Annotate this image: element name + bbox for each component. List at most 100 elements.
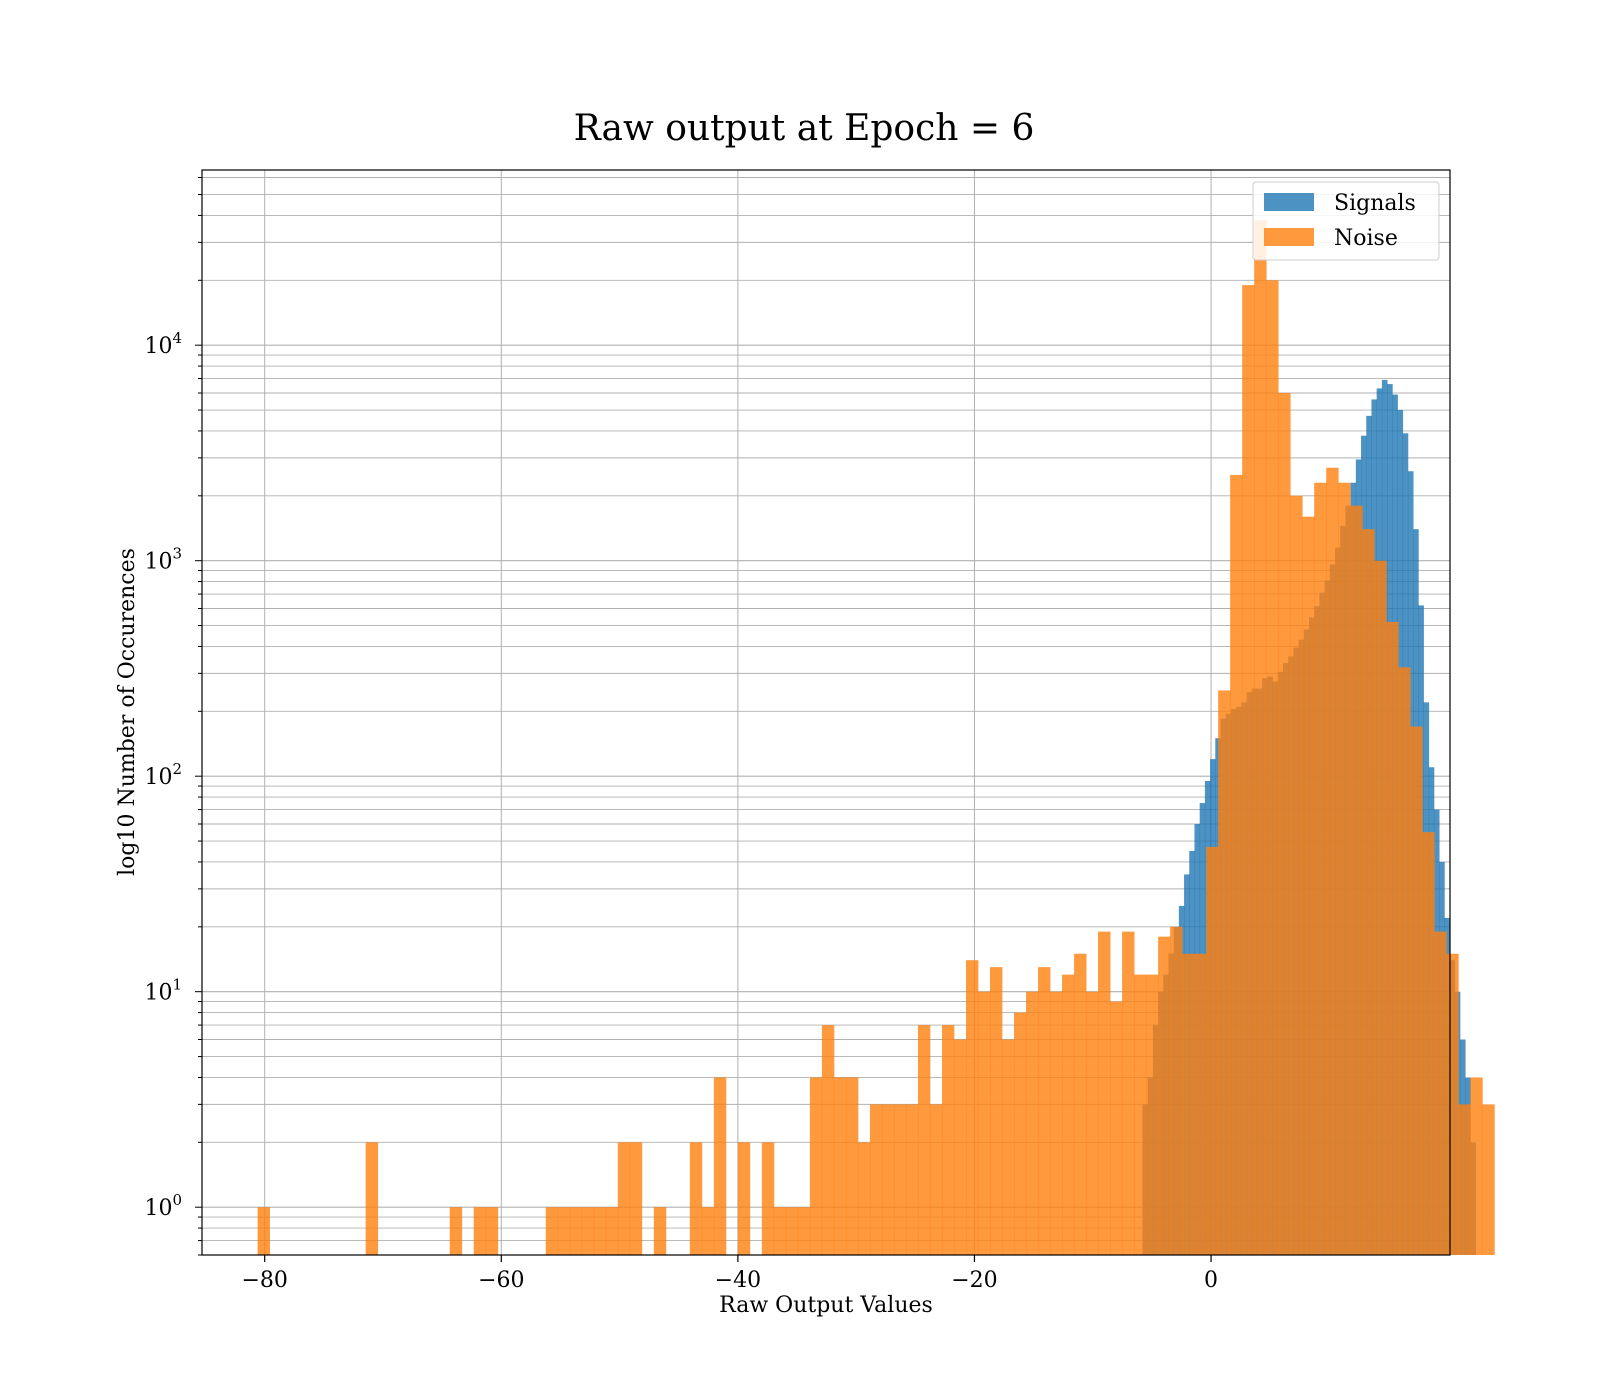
x-tick-label: −80 bbox=[241, 1268, 287, 1293]
histogram-bar-noise bbox=[1098, 931, 1111, 1255]
histogram-bar-noise bbox=[1278, 392, 1291, 1255]
histogram-bar-noise bbox=[917, 1025, 931, 1255]
histogram-bar-noise bbox=[545, 1207, 559, 1255]
histogram-bar-noise bbox=[485, 1207, 499, 1255]
histogram-bar-noise bbox=[881, 1104, 895, 1255]
histogram-bar-noise bbox=[1074, 953, 1087, 1255]
histogram-bar-noise bbox=[1194, 953, 1207, 1255]
histogram-bar-noise bbox=[857, 1142, 871, 1255]
histogram-bar-noise bbox=[1290, 495, 1303, 1256]
histogram-bar-noise bbox=[1146, 974, 1159, 1255]
histogram-bar-noise bbox=[1134, 974, 1147, 1255]
histogram-bar-noise bbox=[1206, 846, 1219, 1255]
histogram-bar-noise bbox=[953, 1039, 967, 1255]
histogram-bar-noise bbox=[905, 1104, 919, 1255]
histogram-bar-noise bbox=[569, 1207, 583, 1255]
y-tick-label: 102 bbox=[144, 760, 182, 790]
histogram-bar-noise bbox=[978, 991, 991, 1255]
histogram-bar-noise bbox=[713, 1077, 727, 1255]
histogram-bar-noise bbox=[1410, 726, 1423, 1255]
histogram-bar-noise bbox=[593, 1207, 607, 1255]
y-tick-label: 100 bbox=[144, 1191, 182, 1221]
histogram-bar-noise bbox=[737, 1142, 751, 1255]
histogram-bar-noise bbox=[605, 1207, 619, 1255]
x-tick-label: 0 bbox=[1204, 1268, 1218, 1293]
histogram-bar-noise bbox=[473, 1207, 487, 1255]
histogram-bar-noise bbox=[1062, 974, 1075, 1255]
plot-frame bbox=[201, 169, 1451, 1256]
histogram-bar-noise bbox=[1458, 1104, 1471, 1255]
histogram-bar-noise bbox=[1374, 560, 1387, 1255]
histogram-bars bbox=[257, 220, 1495, 1256]
histogram-bar-noise bbox=[1110, 1001, 1123, 1255]
histogram-bar-noise bbox=[1014, 1012, 1027, 1255]
histogram-bar-noise bbox=[581, 1207, 595, 1255]
histogram-bar-noise bbox=[1230, 474, 1243, 1256]
histogram-bar-noise bbox=[1422, 832, 1435, 1255]
histogram-bar-noise bbox=[365, 1142, 379, 1255]
legend-swatch-signals bbox=[1264, 193, 1314, 211]
histogram-bar-noise bbox=[1398, 667, 1411, 1255]
histogram-bar-noise bbox=[1386, 621, 1399, 1255]
x-tick-label: −20 bbox=[951, 1268, 997, 1293]
histogram-bar-noise bbox=[449, 1207, 463, 1255]
histogram-bar-noise bbox=[797, 1207, 811, 1255]
histogram-bar-noise bbox=[1446, 953, 1459, 1255]
histogram-bar-noise bbox=[1470, 1077, 1483, 1255]
x-tick-label: −60 bbox=[478, 1268, 524, 1293]
histogram-bar-noise bbox=[1026, 991, 1039, 1255]
histogram-bar-noise bbox=[1086, 991, 1099, 1255]
histogram-bar-noise bbox=[966, 960, 979, 1255]
histogram-bar-noise bbox=[1158, 936, 1171, 1255]
histogram-bar-noise bbox=[1326, 467, 1339, 1256]
histogram-bar-noise bbox=[1362, 529, 1375, 1255]
histogram-bar-noise bbox=[1182, 953, 1195, 1255]
histogram-bar-noise bbox=[1254, 220, 1267, 1255]
histogram-bar-noise bbox=[990, 967, 1003, 1255]
histogram-bar-noise bbox=[785, 1207, 799, 1255]
y-tick-label: 101 bbox=[144, 976, 182, 1006]
legend-swatch-noise bbox=[1264, 228, 1314, 246]
histogram-bar-noise bbox=[557, 1207, 571, 1255]
x-axis-label: Raw Output Values bbox=[719, 1293, 933, 1318]
histogram-bar-noise bbox=[821, 1025, 835, 1255]
histogram-bar-noise bbox=[629, 1142, 643, 1255]
y-axis-ticks: 100 101 102 103 104 bbox=[144, 176, 202, 1256]
legend-label-noise: Noise bbox=[1334, 226, 1398, 251]
histogram-bar-noise bbox=[617, 1142, 631, 1255]
legend: Signals Noise bbox=[1252, 181, 1440, 261]
histogram-bar-noise bbox=[257, 1207, 271, 1255]
histogram-bar-noise bbox=[1482, 1104, 1495, 1255]
histogram-bar-noise bbox=[1002, 1039, 1015, 1255]
y-tick-label: 103 bbox=[144, 545, 182, 575]
histogram-bar-noise bbox=[1302, 516, 1315, 1255]
histogram-bar-noise bbox=[1350, 505, 1363, 1255]
histogram-bar-noise bbox=[929, 1104, 943, 1255]
histogram-bar-noise bbox=[845, 1077, 859, 1255]
histogram-bar-noise bbox=[1266, 280, 1279, 1255]
histogram-bar-noise bbox=[941, 1025, 955, 1255]
histogram-bar-noise bbox=[809, 1077, 823, 1255]
y-axis-label: log10 Number of Occurences bbox=[115, 548, 140, 876]
histogram-bar-noise bbox=[701, 1207, 715, 1255]
histogram-bar-noise bbox=[653, 1207, 667, 1255]
y-tick-label: 104 bbox=[144, 329, 182, 359]
histogram-bar-noise bbox=[1218, 690, 1231, 1255]
histogram-bar-noise bbox=[1434, 931, 1447, 1255]
histogram-bar-noise bbox=[761, 1142, 775, 1255]
histogram-bar-noise bbox=[1122, 931, 1135, 1255]
histogram-bar-noise bbox=[1038, 967, 1051, 1255]
x-tick-label: −40 bbox=[715, 1268, 761, 1293]
x-axis-ticks: −80 −60 −40 −20 0 bbox=[241, 1255, 1218, 1293]
histogram-bar-noise bbox=[869, 1104, 883, 1255]
histogram-bar-noise bbox=[1242, 285, 1255, 1255]
histogram-bar-noise bbox=[773, 1207, 787, 1255]
histogram-bar-noise bbox=[1338, 482, 1351, 1255]
histogram-bar-noise bbox=[833, 1077, 847, 1255]
histogram-bar-noise bbox=[893, 1104, 907, 1255]
histogram-bar-noise bbox=[1314, 482, 1327, 1255]
legend-label-signals: Signals bbox=[1334, 191, 1416, 216]
chart-title: Raw output at Epoch = 6 bbox=[574, 108, 1035, 149]
